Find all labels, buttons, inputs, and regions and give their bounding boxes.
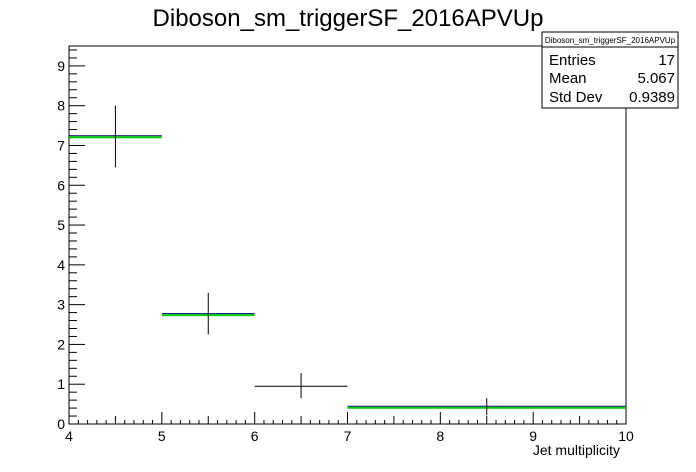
- y-tick-label: 7: [57, 137, 65, 153]
- x-axis-label: Jet multiplicity: [533, 442, 620, 458]
- y-tick-label: 0: [57, 416, 65, 432]
- stats-box-frame: [541, 31, 679, 109]
- y-tick-label: 6: [57, 177, 65, 193]
- y-tick-label: 4: [57, 257, 65, 273]
- y-tick-label: 3: [57, 297, 65, 313]
- histogram-bins: [69, 105, 626, 416]
- x-tick-label: 6: [251, 428, 259, 444]
- x-tick-label: 8: [436, 428, 444, 444]
- axis-ticks: [68, 49, 627, 425]
- y-tick-label: 8: [57, 98, 65, 114]
- stats-mean-label: Mean: [549, 70, 587, 87]
- y-tick-label: 9: [57, 58, 65, 74]
- stats-stddev-label: Std Dev: [549, 89, 603, 106]
- stats-stddev-value: 0.9389: [629, 89, 675, 106]
- y-tick-label: 1: [57, 376, 65, 392]
- x-tick-label: 7: [344, 428, 352, 444]
- y-tick-label: 5: [57, 217, 65, 233]
- x-tick-label: 5: [158, 428, 166, 444]
- chart-title: Diboson_sm_triggerSF_2016APVUp: [153, 5, 544, 32]
- stats-box: Diboson_sm_triggerSF_2016APVUp Entries 1…: [541, 31, 679, 109]
- stats-entries-label: Entries: [549, 52, 596, 69]
- x-tick-label: 10: [618, 428, 634, 444]
- x-tick-label: 4: [65, 428, 73, 444]
- x-tick-label: 9: [529, 428, 537, 444]
- stats-box-title: Diboson_sm_triggerSF_2016APVUp: [545, 36, 676, 45]
- stats-mean-value: 5.067: [637, 70, 675, 87]
- y-tick-label: 2: [57, 336, 65, 352]
- stats-entries-value: 17: [658, 52, 675, 69]
- axis-tick-labels: 4 5 6 7 8 9 10 0 1 2 3 4 5 6 7 8 9: [57, 58, 634, 444]
